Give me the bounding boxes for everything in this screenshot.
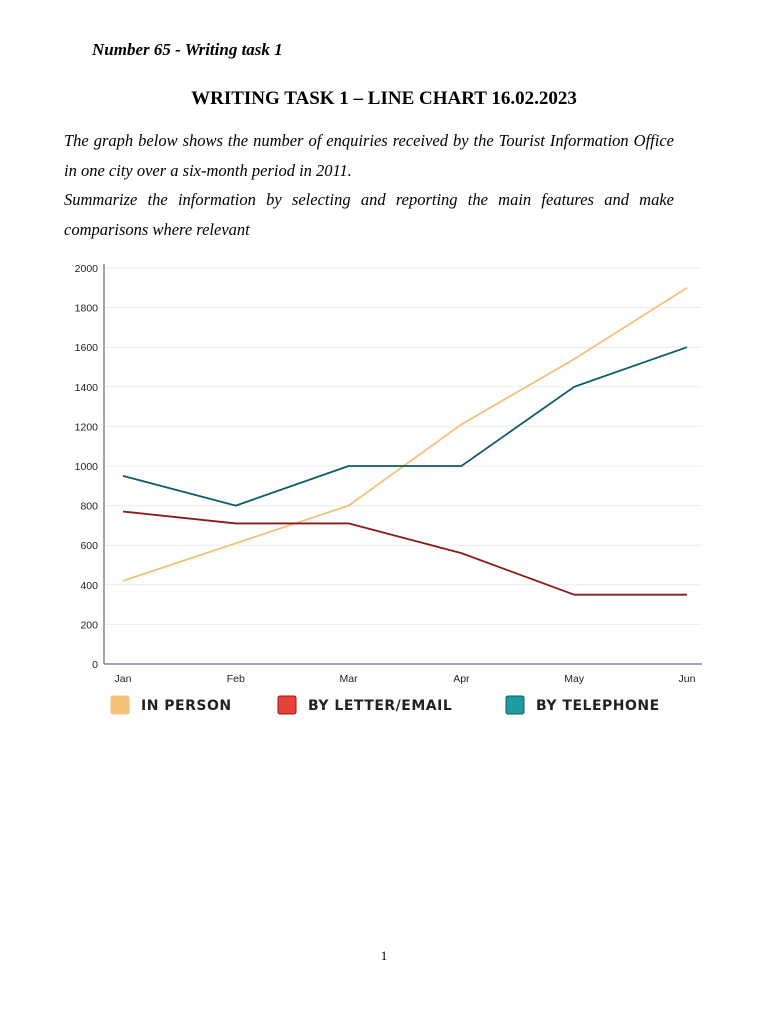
y-tick-label: 1200 (75, 421, 99, 433)
y-tick-label: 1600 (75, 342, 99, 354)
task-prompt: The graph below shows the number of enqu… (64, 126, 674, 244)
legend-swatch (277, 695, 297, 715)
y-tick-label: 1800 (75, 303, 99, 315)
legend-label: BY TELEPHONE (536, 698, 660, 714)
y-tick-label: 2000 (75, 263, 99, 275)
x-tick-label: May (564, 673, 585, 685)
legend-swatch (110, 695, 130, 715)
x-tick-label: Feb (227, 673, 245, 685)
y-tick-label: 600 (80, 540, 98, 552)
y-tick-label: 200 (80, 619, 98, 631)
y-tick-label: 0 (92, 659, 98, 671)
y-tick-label: 400 (80, 580, 98, 592)
legend-swatch (505, 695, 525, 715)
series-line-0 (122, 287, 688, 582)
y-tick-label: 800 (80, 501, 98, 513)
x-tick-label: Jun (679, 673, 696, 685)
x-tick-label: Jan (115, 673, 132, 685)
series-line-1 (122, 510, 687, 596)
y-tick-label: 1000 (75, 461, 99, 473)
line-chart: 0 200 400 600 800 1000 1200 1400 1600 1800 2000 Jan… (60, 256, 710, 736)
x-tick-label: Mar (340, 673, 359, 685)
prompt-description: The graph below shows the number of enqu… (64, 131, 674, 180)
y-tick-label: 1400 (75, 382, 99, 394)
header-label: Number 65 - Writing task 1 (92, 40, 283, 59)
page-number: 1 (380, 948, 388, 963)
line-chart-svg: 0 200 400 600 800 1000 1200 1400 1600 1800 2000 Jan… (75, 263, 702, 715)
legend-label: IN PERSON (141, 698, 232, 714)
x-tick-label: Apr (453, 673, 470, 685)
document-title: WRITING TASK 1 – LINE CHART 16.02.2023 (191, 88, 577, 109)
legend-label: BY LETTER/EMAIL (308, 698, 452, 714)
prompt-instruction: Summarize the information by selecting a… (64, 190, 674, 239)
series-line-2 (122, 346, 688, 507)
